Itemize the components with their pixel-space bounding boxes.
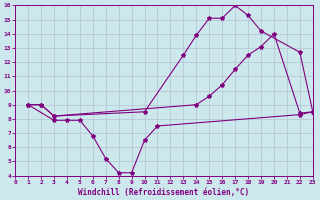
X-axis label: Windchill (Refroidissement éolien,°C): Windchill (Refroidissement éolien,°C) (78, 188, 250, 197)
